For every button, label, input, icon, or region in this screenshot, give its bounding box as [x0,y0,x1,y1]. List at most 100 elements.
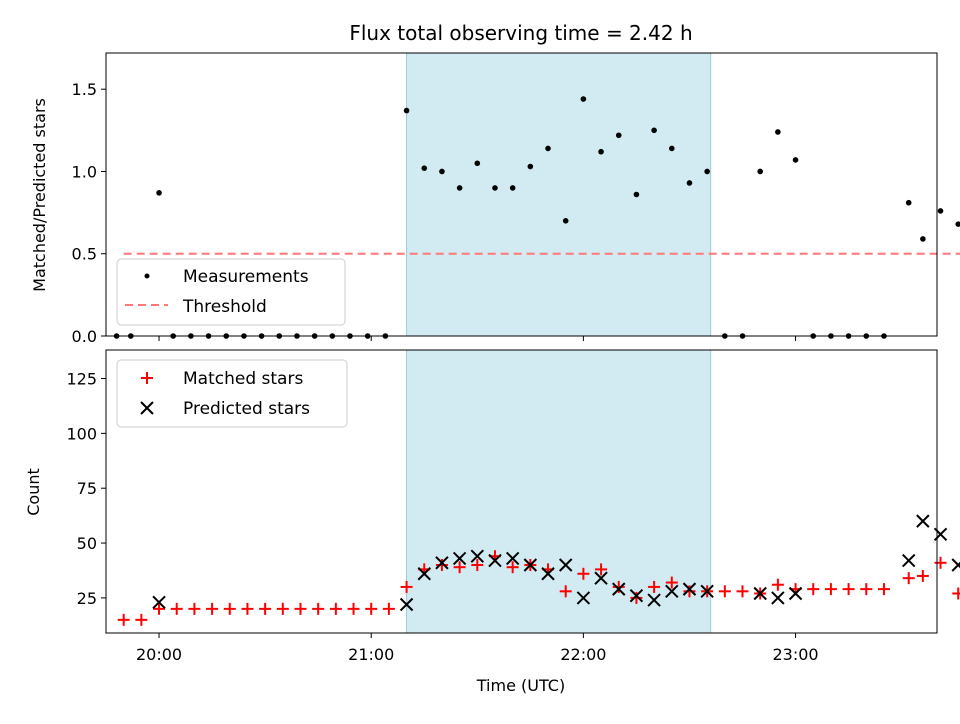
top-plot-frame [105,52,938,337]
legend-measurement-marker [144,273,150,279]
highlight-span [406,349,712,634]
matched-star-point [736,585,749,598]
predicted-star-point [665,584,679,599]
legend-matched-label: Matched stars [183,369,303,389]
predicted-star-point [771,591,785,605]
predicted-star-point [933,527,948,541]
matched-star-point [223,602,236,615]
measurement-point [403,107,410,114]
matched-star-point [877,583,890,596]
predicted-star-point [452,551,467,566]
measurement-point [775,129,781,135]
matched-star-point [312,602,325,615]
measurement-point [562,218,569,224]
matched-star-point [294,602,307,615]
matched-star-point [471,558,484,571]
legend-matched-marker [141,372,153,384]
y-tick-label: 0.5 [72,245,97,264]
measurement-point [704,168,710,175]
top-legend: Measurements Threshold [116,258,346,326]
predicted-star-point [523,558,538,572]
matched-star-point [771,578,784,591]
matched-star-point [453,561,466,574]
y-tick-label: 0.0 [72,327,97,346]
predicted-star-point [682,582,697,596]
measurement-point [615,132,622,139]
matched-star-point [718,585,731,598]
legend-predicted-label: Predicted stars [183,399,310,419]
matched-star-point [902,572,915,585]
measurement-point [527,163,534,170]
measurement-point [439,168,445,175]
measurement-point [757,168,763,175]
measurement-point [598,148,604,155]
y-tick-label: 25 [77,589,97,608]
matched-star-point [559,585,572,598]
predicted-star-point [488,553,502,568]
matched-star-point [648,580,661,593]
matched-star-point [347,602,360,615]
matched-star-point [259,602,272,615]
matched-star-point [435,558,448,571]
measurement-point [580,96,587,102]
measurement-point [955,221,960,227]
y-tick-label: 1.5 [72,80,97,99]
predicted-star-point [612,582,626,596]
matched-star-point [382,602,395,615]
measurement-point [456,185,463,191]
predicted-star-point [399,597,414,612]
predicted-star-point [435,556,449,570]
predicted-star-point [951,558,960,572]
measurement-point [421,165,428,171]
y-tick-label: 125 [66,370,97,389]
y-tick-label: 1.0 [72,162,97,181]
measurement-point [686,180,693,186]
x-tick-label: 22:00 [560,645,606,664]
matched-star-point [952,587,960,600]
measurement-point [651,127,657,134]
matched-star-point [577,567,590,580]
matched-star-point [206,602,219,615]
top-y-axis-label: Matched/Predicted stars [30,98,49,292]
highlight-span [406,52,712,337]
predicted-star-point [470,549,485,563]
matched-star-point [807,583,820,596]
predicted-star-point [152,595,166,609]
x-tick-label: 21:00 [348,645,394,664]
matched-star-point [153,602,166,615]
measurement-point [668,145,675,152]
predicted-star-point [916,514,930,528]
matched-star-point [506,561,519,574]
legend-predicted-marker [140,401,154,415]
bottom-legend: Matched stars Predicted stars [116,359,348,428]
predicted-star-point [647,593,661,607]
legend-measurements-label: Measurements [183,267,309,287]
matched-star-point [842,583,855,596]
bottom-y-axis-label: Count [24,468,43,516]
predicted-star-point [629,588,644,603]
measurement-point [937,208,944,214]
predicted-star-point [558,558,573,572]
y-tick-label: 75 [77,479,97,498]
matched-star-point [400,580,413,593]
legend-threshold-label: Threshold [182,297,267,317]
matched-star-point [329,602,342,615]
chart-title: Flux total observing time = 2.42 h [349,21,692,45]
measurement-point [474,160,481,167]
predicted-star-point [902,553,916,568]
measurement-point [545,145,551,152]
measurement-point [633,191,640,198]
bottom-plot-frame [105,349,938,634]
predicted-star-point [788,586,803,601]
measurement-point [156,190,162,196]
y-tick-label: 50 [77,534,97,553]
x-axis-label: Time (UTC) [476,676,565,695]
matched-star-point [117,613,130,626]
matched-star-point [612,580,625,593]
measurement-point [509,185,516,191]
predicted-star-point [700,584,714,599]
measurement-point [492,185,498,191]
predicted-star-point [576,591,591,605]
matched-star-point [860,583,873,596]
